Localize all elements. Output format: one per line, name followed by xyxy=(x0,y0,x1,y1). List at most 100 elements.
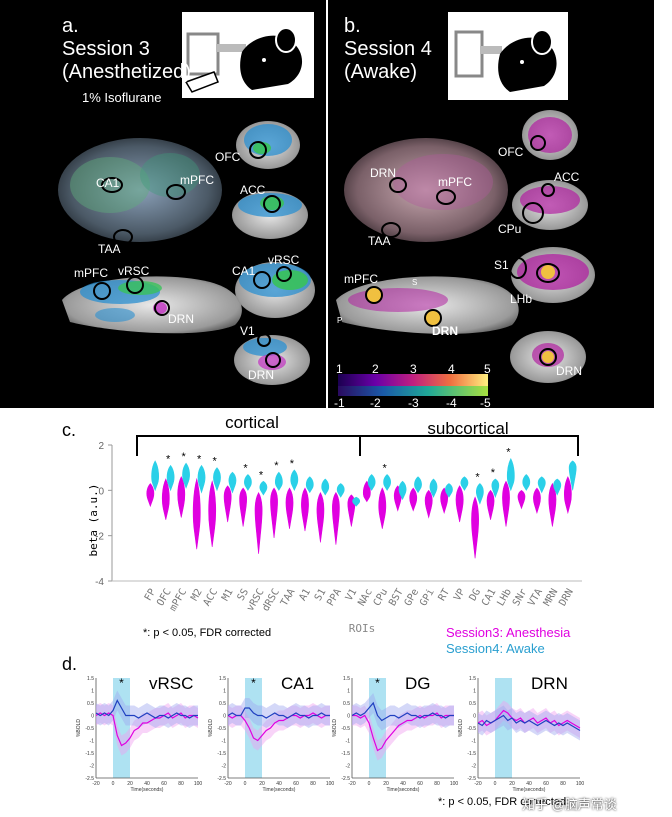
y-tick-label: -2 xyxy=(472,764,477,770)
legend-anesthesia: Session3: Anesthesia xyxy=(446,625,571,640)
violin-awake xyxy=(383,474,391,491)
x-tick-label: PPA xyxy=(325,587,344,608)
violin-awake xyxy=(522,474,531,491)
y-tick-label: -1 xyxy=(472,739,477,745)
violin-anesthesia xyxy=(517,489,526,510)
bracket-cortical xyxy=(136,435,361,456)
roi-label: DRN xyxy=(556,364,582,378)
x-axis-label: Time(seconds) xyxy=(131,787,164,793)
violin-anesthesia xyxy=(270,487,278,538)
x-tick-label: 20 xyxy=(509,781,515,787)
roi-label: DRN xyxy=(370,166,396,180)
y-tick-label: 1 xyxy=(473,689,476,695)
y-tick-label: 0.5 xyxy=(469,701,476,707)
violin-anesthesia xyxy=(254,492,263,554)
y-tick-label: 1.5 xyxy=(219,676,226,682)
colorbar-tick: 1 xyxy=(336,362,343,376)
line-awake xyxy=(227,707,330,719)
rat-icon-box xyxy=(182,12,314,98)
violin-anesthesia xyxy=(332,492,340,545)
violin-awake xyxy=(460,476,469,491)
violin-awake xyxy=(568,460,577,491)
roi-label: CA1 xyxy=(232,264,256,278)
stimulus-window xyxy=(113,678,130,778)
subplot-title: CA1 xyxy=(281,674,314,693)
violin-anesthesia xyxy=(563,476,572,515)
violin-anesthesia xyxy=(208,480,217,548)
orientation-label: P xyxy=(337,316,343,325)
roi-label: vRSC xyxy=(268,253,300,267)
colorbar-tick: -5 xyxy=(480,396,491,410)
significance-star: * xyxy=(274,460,279,472)
y-tick-label: 0.5 xyxy=(343,701,350,707)
x-axis-label: Time(seconds) xyxy=(263,787,296,793)
y-axis-label: %BOLD xyxy=(332,719,338,737)
violin-awake xyxy=(491,478,500,498)
x-tick-label: LHb xyxy=(495,587,514,608)
orientation-label: S xyxy=(412,278,418,287)
roi-circle xyxy=(113,229,133,245)
x-tick-label: M1 xyxy=(220,587,236,603)
violin-awake xyxy=(259,480,268,496)
x-tick-label: 60 xyxy=(293,781,299,787)
roi-label: mPFC xyxy=(438,175,472,189)
y-tick-label: -1.5 xyxy=(85,751,94,757)
y-tick-label: 0 xyxy=(347,714,350,720)
group-label-cortical: cortical xyxy=(225,413,279,432)
x-tick-label: 100 xyxy=(576,781,585,787)
band-anesthesia xyxy=(352,703,454,761)
x-tick-label: 100 xyxy=(326,781,335,787)
line-anesthesia xyxy=(95,712,199,747)
y-tick-label: -2 xyxy=(90,764,95,770)
y-tick-label: 1.5 xyxy=(469,676,476,682)
x-axis-label: Time(seconds) xyxy=(513,787,546,793)
x-tick-label: 40 xyxy=(276,781,282,787)
x-tick-label: 80 xyxy=(560,781,566,787)
violin-awake xyxy=(537,476,546,494)
x-tick-label: V1 xyxy=(344,587,360,603)
panel-a-anesthetized: a. Session 3 (Anesthetized) 1% Isofluran… xyxy=(0,0,326,408)
x-tick-label: SS xyxy=(236,587,252,603)
y-tick-label: -2.5 xyxy=(217,776,226,782)
line-anesthesia xyxy=(352,712,454,752)
violin-anesthesia xyxy=(161,478,170,520)
violin-anesthesia xyxy=(192,477,201,550)
roi-label: S1 xyxy=(494,258,509,272)
y-tick-label: -0.5 xyxy=(467,726,476,732)
violin-anesthesia xyxy=(486,489,495,520)
3d-brain xyxy=(344,138,508,242)
violin-anesthesia xyxy=(455,485,464,523)
rat-icon xyxy=(454,29,557,92)
x-tick-label: CPu xyxy=(372,587,391,608)
x-tick-label: 60 xyxy=(417,781,423,787)
colorbar-negative xyxy=(338,386,488,396)
panel-a-subtitle: (Anesthetized) xyxy=(62,61,191,83)
x-tick-label: MRN xyxy=(542,587,561,608)
stimulus-window xyxy=(245,678,262,778)
timecourse-ca1: -2.5 -2 -1.5 -1 -0.5 0 0.5 1 1.5 -20 0 20 40 60 80 100 T… xyxy=(208,674,334,793)
violin-awake xyxy=(228,471,237,494)
x-tick-label: 60 xyxy=(543,781,549,787)
violin-awake xyxy=(197,464,206,494)
panel-a-brain-maps xyxy=(58,121,315,385)
violin-anesthesia xyxy=(285,487,294,529)
y-tick-label: 1 xyxy=(347,689,350,695)
y-tick-label: -1 xyxy=(90,739,95,745)
y-axis-label: beta (a.u.) xyxy=(87,484,100,557)
watermark: 知乎 @脑声常谈 xyxy=(522,797,617,812)
violin-awake xyxy=(398,480,407,501)
x-tick-label: -20 xyxy=(348,781,355,787)
roi-circle xyxy=(101,177,123,193)
y-tick-label: 1.5 xyxy=(87,676,94,682)
y-tick-label: 1.5 xyxy=(343,676,350,682)
stimulus-window xyxy=(495,678,512,778)
y-tick-label: 0 xyxy=(98,486,104,497)
x-tick-label: DRN xyxy=(557,587,576,608)
x-tick-label: NAc xyxy=(356,587,375,608)
violin-anesthesia xyxy=(316,492,325,543)
significance-star: * xyxy=(119,676,124,690)
violin-anesthesia xyxy=(177,476,186,518)
violin-awake xyxy=(182,462,190,489)
panel-a-letter: a. xyxy=(62,15,79,37)
y-tick-label: -2.5 xyxy=(85,776,94,782)
